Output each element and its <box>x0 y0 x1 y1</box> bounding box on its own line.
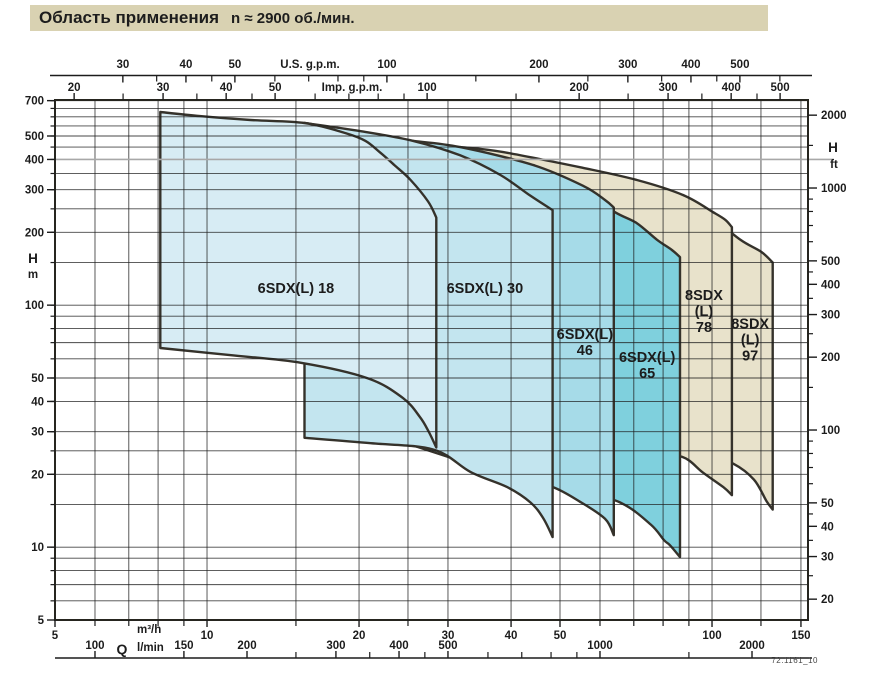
imp-gpm-tick-label: 500 <box>771 82 790 94</box>
region-label: 6SDX(L) 18 <box>258 281 335 297</box>
us-gpm-axis-title: U.S. g.p.m. <box>280 59 339 71</box>
us-gpm-tick-label: 50 <box>228 59 241 71</box>
left-tick-label: 10 <box>31 542 44 554</box>
lmin-axis: 100 150 200 300 400 500 1000 2000 l/min <box>55 640 812 659</box>
imp-gpm-tick-label: 100 <box>418 82 437 94</box>
us-gpm-tick-label: 400 <box>681 59 700 71</box>
lmin-unit-label: l/min <box>137 642 164 654</box>
right-tick-label: 1000 <box>821 183 847 195</box>
left-tick-label: 300 <box>25 185 44 197</box>
lmin-tick-label: 2000 <box>739 640 765 652</box>
left-tick-label: 700 <box>25 96 44 108</box>
plot-frame <box>54 99 809 621</box>
title-speed: n ≈ 2900 об./мин. <box>231 10 355 27</box>
right-tick-label: 50 <box>821 498 834 510</box>
us-gpm-tick-label: 200 <box>529 59 548 71</box>
imp-gpm-tick-label: 300 <box>658 82 677 94</box>
left-tick-label: 100 <box>25 300 44 312</box>
lmin-tick-label: 200 <box>237 640 256 652</box>
right-axis-unit-ft: ft <box>830 159 838 171</box>
lmin-tick-label: 500 <box>438 640 457 652</box>
left-tick-label: 50 <box>31 373 44 385</box>
us-gpm-axis: 30 40 50 100 200 300 400 500 U.S. g.p.m. <box>50 59 812 83</box>
left-tick-label: 40 <box>31 396 44 408</box>
imp-gpm-axis: 20 30 40 50 100 200 300 400 500 Imp. g.p.m. <box>68 82 790 100</box>
figure-code: 72.1161_10 <box>771 656 818 665</box>
m3h-unit-label: m³/h <box>137 624 161 636</box>
q-axis-title: Q <box>117 641 128 657</box>
m3h-tick-label: 150 <box>791 630 810 642</box>
m3h-axis: 5 10 20 30 40 50 100 150 Qm³/h <box>52 620 811 657</box>
left-tick-label: 5 <box>38 615 45 627</box>
region-label: 6SDX(L) 65 <box>619 350 676 382</box>
right-tick-label: 300 <box>821 310 840 322</box>
us-gpm-tick-label: 40 <box>180 59 193 71</box>
left-tick-label: 30 <box>31 427 44 439</box>
imp-gpm-tick-label: 30 <box>157 82 170 94</box>
imp-gpm-tick-label: 50 <box>269 82 282 94</box>
imp-gpm-tick-label: 400 <box>722 82 741 94</box>
right-tick-label: 30 <box>821 552 834 564</box>
m3h-tick-label: 20 <box>353 630 366 642</box>
left-axis-unit-h: H <box>28 251 38 266</box>
lmin-tick-label: 1000 <box>587 640 613 652</box>
right-tick-label: 2000 <box>821 110 847 122</box>
lmin-tick-label: 100 <box>85 640 104 652</box>
left-axis-h-m: 700 500 400 300 200 100 50 40 30 20 10 5 Hm <box>25 96 55 627</box>
us-gpm-tick-label: 300 <box>618 59 637 71</box>
lmin-tick-label: 300 <box>326 640 345 652</box>
right-tick-label: 200 <box>821 352 840 364</box>
left-axis-unit-m: m <box>28 269 38 281</box>
m3h-tick-label: 40 <box>505 630 518 642</box>
page-title: Область применения <box>39 8 220 27</box>
us-gpm-tick-label: 500 <box>730 59 749 71</box>
right-tick-label: 500 <box>821 256 840 268</box>
imp-gpm-tick-label: 40 <box>220 82 233 94</box>
imp-gpm-axis-title: Imp. g.p.m. <box>322 82 383 94</box>
m3h-tick-label: 100 <box>702 630 721 642</box>
m3h-tick-label: 50 <box>554 630 567 642</box>
left-tick-label: 200 <box>25 227 44 239</box>
right-axis-unit-h: H <box>828 140 838 155</box>
log-grid <box>55 100 808 620</box>
lmin-tick-label: 400 <box>389 640 408 652</box>
region-label: 8SDX (L) 78 <box>685 288 723 336</box>
right-tick-label: 20 <box>821 594 834 606</box>
lmin-tick-label: 150 <box>174 640 193 652</box>
left-tick-label: 20 <box>31 469 44 481</box>
us-gpm-tick-label: 100 <box>377 59 396 71</box>
right-axis-h-ft: 2000 1000 500 400 300 200 100 50 40 30 20 Hft <box>808 110 847 606</box>
region-label: 6SDX(L) 30 <box>447 281 524 297</box>
m3h-tick-label: 10 <box>201 630 214 642</box>
region-label: 8SDX (L) 97 <box>731 317 769 365</box>
pump-regions <box>159 110 774 559</box>
title-bar: Область применения n ≈ 2900 об./мин. <box>30 5 768 31</box>
imp-gpm-tick-label: 200 <box>570 82 589 94</box>
m3h-tick-label: 5 <box>52 630 59 642</box>
us-gpm-tick-label: 30 <box>116 59 129 71</box>
m3h-tick-label: 30 <box>442 630 455 642</box>
right-tick-label: 40 <box>821 521 834 533</box>
region-6sdx-l-18 <box>159 110 438 449</box>
right-tick-label: 100 <box>821 425 840 437</box>
region-label: 6SDX(L) 46 <box>557 327 614 359</box>
right-tick-label: 400 <box>821 279 840 291</box>
left-tick-label: 500 <box>25 131 44 143</box>
imp-gpm-tick-label: 20 <box>68 82 81 94</box>
left-tick-label: 400 <box>25 154 44 166</box>
